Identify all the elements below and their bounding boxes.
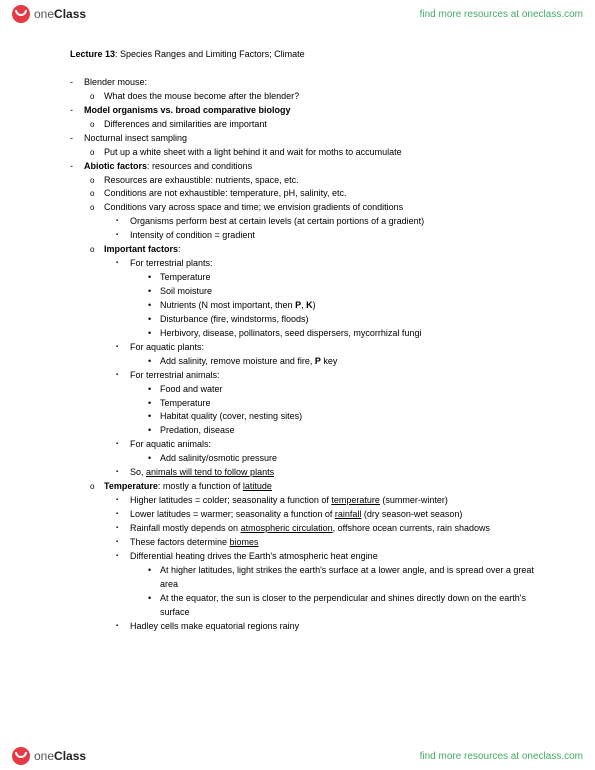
find-resources-link[interactable]: find more resources at oneclass.com: [420, 9, 583, 20]
list-item: Put up a white sheet with a light behind…: [84, 146, 535, 160]
list-item: Conditions are not exhaustible: temperat…: [84, 187, 535, 201]
title-rest: : Species Ranges and Limiting Factors; C…: [115, 49, 305, 59]
footer-bar: oneClass find more resources at oneclass…: [0, 742, 595, 770]
outline-sublist: At higher latitudes, light strikes the e…: [130, 564, 535, 620]
list-item: Nutrients (N most important, then P, K): [130, 299, 535, 313]
outline-sublist: Food and waterTemperatureHabitat quality…: [130, 383, 535, 439]
list-item: At higher latitudes, light strikes the e…: [130, 564, 535, 592]
list-item: Soil moisture: [130, 285, 535, 299]
list-item: Disturbance (fire, windstorms, floods): [130, 313, 535, 327]
outline-sublist: Differences and similarities are importa…: [84, 118, 535, 132]
outline-sublist: Resources are exhaustible: nutrients, sp…: [84, 174, 535, 634]
title-prefix: Lecture 13: [70, 49, 115, 59]
list-item: Hadley cells make equatorial regions rai…: [104, 620, 535, 634]
list-item: Food and water: [130, 383, 535, 397]
list-item: Rainfall mostly depends on atmospheric c…: [104, 522, 535, 536]
list-item: Intensity of condition = gradient: [104, 229, 535, 243]
outline-sublist: Add salinity/osmotic pressure: [130, 452, 535, 466]
list-item: Important factors:For terrestrial plants…: [84, 243, 535, 480]
list-item: Conditions vary across space and time; w…: [84, 201, 535, 243]
page-title: Lecture 13: Species Ranges and Limiting …: [70, 48, 535, 62]
brand-bold: Class: [54, 7, 86, 21]
outline-sublist: For terrestrial plants:TemperatureSoil m…: [104, 257, 535, 480]
brand-bold-footer: Class: [54, 749, 86, 763]
brand-logo-footer[interactable]: oneClass: [12, 747, 86, 765]
list-item: Temperature: [130, 271, 535, 285]
list-item: For terrestrial plants:TemperatureSoil m…: [104, 257, 535, 341]
list-item: Abiotic factors: resources and condition…: [70, 160, 535, 634]
list-item: Lower latitudes = warmer; seasonality a …: [104, 508, 535, 522]
outline-sublist: What does the mouse become after the ble…: [84, 90, 535, 104]
list-item: Predation, disease: [130, 424, 535, 438]
list-item: Herbivory, disease, pollinators, seed di…: [130, 327, 535, 341]
brand-text: oneClass: [34, 7, 86, 21]
list-item: Model organisms vs. broad comparative bi…: [70, 104, 535, 132]
outline-sublist: TemperatureSoil moistureNutrients (N mos…: [130, 271, 535, 341]
document-body: Lecture 13: Species Ranges and Limiting …: [70, 48, 535, 730]
list-item: So, animals will tend to follow plants: [104, 466, 535, 480]
list-item: Resources are exhaustible: nutrients, sp…: [84, 174, 535, 188]
logo-icon: [12, 747, 30, 765]
list-item: Higher latitudes = colder; seasonality a…: [104, 494, 535, 508]
list-item: For aquatic animals:Add salinity/osmotic…: [104, 438, 535, 466]
list-item: These factors determine biomes: [104, 536, 535, 550]
list-item: Differential heating drives the Earth's …: [104, 550, 535, 620]
list-item: Habitat quality (cover, nesting sites): [130, 410, 535, 424]
outline-sublist: Organisms perform best at certain levels…: [104, 215, 535, 243]
brand-pre-footer: one: [34, 749, 54, 763]
list-item: Differences and similarities are importa…: [84, 118, 535, 132]
outline-sublist: Higher latitudes = colder; seasonality a…: [104, 494, 535, 633]
list-item: Temperature: mostly a function of latitu…: [84, 480, 535, 633]
find-resources-link-footer[interactable]: find more resources at oneclass.com: [420, 751, 583, 762]
list-item: What does the mouse become after the ble…: [84, 90, 535, 104]
list-item: Temperature: [130, 397, 535, 411]
list-item: Add salinity, remove moisture and fire, …: [130, 355, 535, 369]
logo-icon: [12, 5, 30, 23]
brand-logo[interactable]: oneClass: [12, 5, 86, 23]
brand-text-footer: oneClass: [34, 749, 86, 763]
list-item: Blender mouse:What does the mouse become…: [70, 76, 535, 104]
list-item: At the equator, the sun is closer to the…: [130, 592, 535, 620]
list-item: Nocturnal insect samplingPut up a white …: [70, 132, 535, 160]
list-item: Add salinity/osmotic pressure: [130, 452, 535, 466]
brand-pre: one: [34, 7, 54, 21]
outline-sublist: Add salinity, remove moisture and fire, …: [130, 355, 535, 369]
list-item: Organisms perform best at certain levels…: [104, 215, 535, 229]
outline-sublist: Put up a white sheet with a light behind…: [84, 146, 535, 160]
list-item: For terrestrial animals:Food and waterTe…: [104, 369, 535, 439]
list-item: For aquatic plants:Add salinity, remove …: [104, 341, 535, 369]
outline-list: Blender mouse:What does the mouse become…: [70, 76, 535, 634]
header-bar: oneClass find more resources at oneclass…: [0, 0, 595, 28]
